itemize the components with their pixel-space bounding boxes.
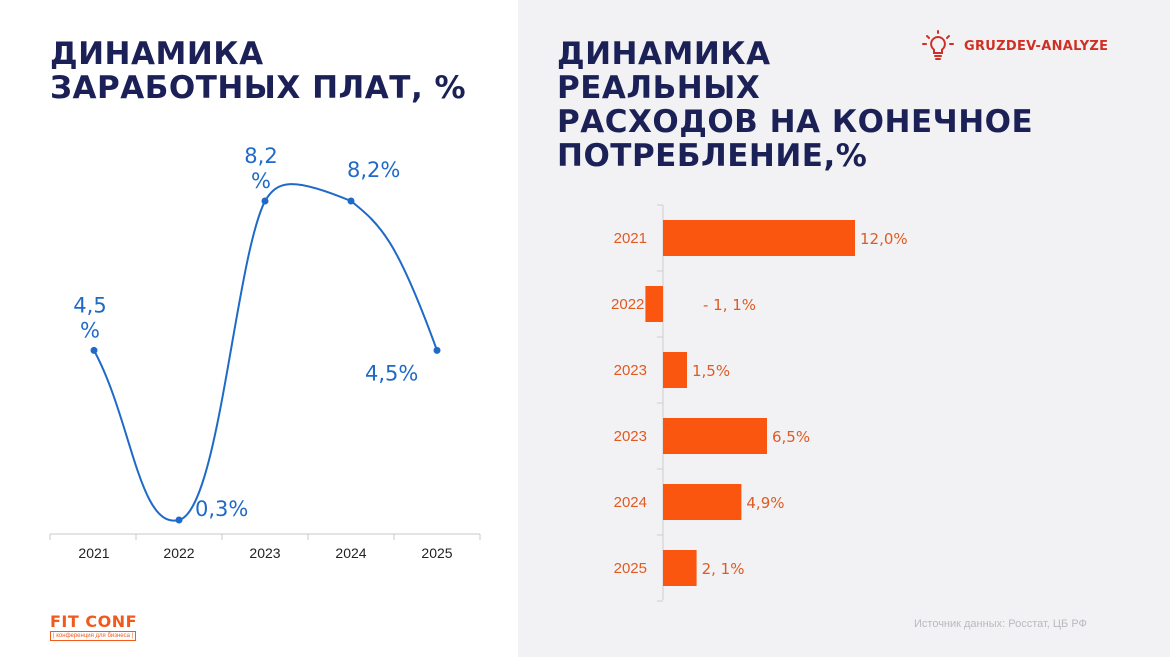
bar (663, 484, 742, 520)
bar-value-label: 4,9% (746, 494, 784, 512)
data-label-line: 8,2% (347, 158, 400, 182)
data-label-line: 4,5% (365, 361, 418, 385)
bar (645, 286, 663, 322)
x-tick-label: 2024 (335, 545, 366, 561)
right-panel (518, 0, 1170, 657)
title-line: ПОТРЕБЛЕНИЕ,% (557, 138, 868, 174)
data-label: 4,5% (365, 361, 418, 385)
data-label: 8,2% (244, 144, 277, 193)
y-tick-label: 2024 (614, 494, 647, 511)
data-point (261, 197, 269, 205)
title-line: ЗАРАБОТНЫХ ПЛАТ, % (50, 70, 467, 106)
data-point (90, 346, 98, 354)
data-label-line: 4,5 (73, 293, 106, 317)
bar-value-label: 12,0% (860, 230, 908, 248)
title-line: РАСХОДОВ НА КОНЕЧНОЕ (557, 104, 1034, 140)
lightbulb-icon (922, 30, 954, 60)
wage-series-line (93, 183, 438, 522)
bar-value-label: 1,5% (692, 362, 730, 380)
data-label: 0,3% (195, 497, 248, 521)
fit-conf-tagline: | конференция для бизнеса | (50, 631, 137, 641)
left-panel (0, 0, 518, 657)
data-point (433, 346, 441, 354)
x-tick-label: 2022 (163, 545, 194, 561)
data-label: 4,5% (73, 293, 106, 342)
bar (663, 550, 697, 586)
consumption-bar-chart: 2021 12,0% 2022 - 1, 1% 2023 1,5% 2023 6,5% 2024… (611, 204, 908, 602)
y-tick-label: 2023 (614, 428, 647, 445)
data-label-line: % (251, 169, 271, 193)
y-tick-label: 2022 (611, 296, 644, 313)
data-label-line: % (80, 318, 100, 342)
data-label-line: 0,3% (195, 497, 248, 521)
y-tick-label: 2023 (614, 362, 647, 379)
bar-value-label: - 1, 1% (703, 296, 756, 314)
brand-name: GRUZDEV-ANALYZE (964, 38, 1109, 54)
bar (663, 418, 767, 454)
x-tick-label: 2025 (421, 545, 452, 561)
right-chart-title: ДИНАМИКА РЕАЛЬНЫХ РАСХОДОВ НА КОНЕЧНОЕ П… (557, 37, 1033, 173)
bar-value-label: 6,5% (772, 428, 810, 446)
bar (663, 352, 687, 388)
bar (663, 220, 855, 256)
data-point (347, 197, 355, 205)
y-tick-label: 2025 (614, 560, 647, 577)
x-tick-label: 2023 (249, 545, 280, 561)
fit-conf-name: FIT CONF (50, 612, 138, 631)
x-tick-label: 2021 (78, 545, 109, 561)
fit-conf-logo: FIT CONF | конференция для бизнеса | (50, 613, 137, 641)
title-line: ДИНАМИКА (557, 36, 771, 72)
data-label-line: 8,2 (244, 144, 277, 168)
bar-value-label: 2, 1% (702, 560, 745, 578)
data-label: 8,2% (347, 158, 400, 182)
title-line: РЕАЛЬНЫХ (557, 70, 761, 106)
title-line: ДИНАМИКА (50, 36, 264, 72)
left-chart-title: ДИНАМИКА ЗАРАБОТНЫХ ПЛАТ, % (50, 37, 466, 105)
y-tick-label: 2021 (614, 230, 647, 247)
brand-logo-top: GRUZDEV-ANALYZE (920, 30, 1108, 62)
source-note: Источник данных: Росстат, ЦБ РФ (914, 618, 1087, 630)
data-point (175, 516, 183, 524)
